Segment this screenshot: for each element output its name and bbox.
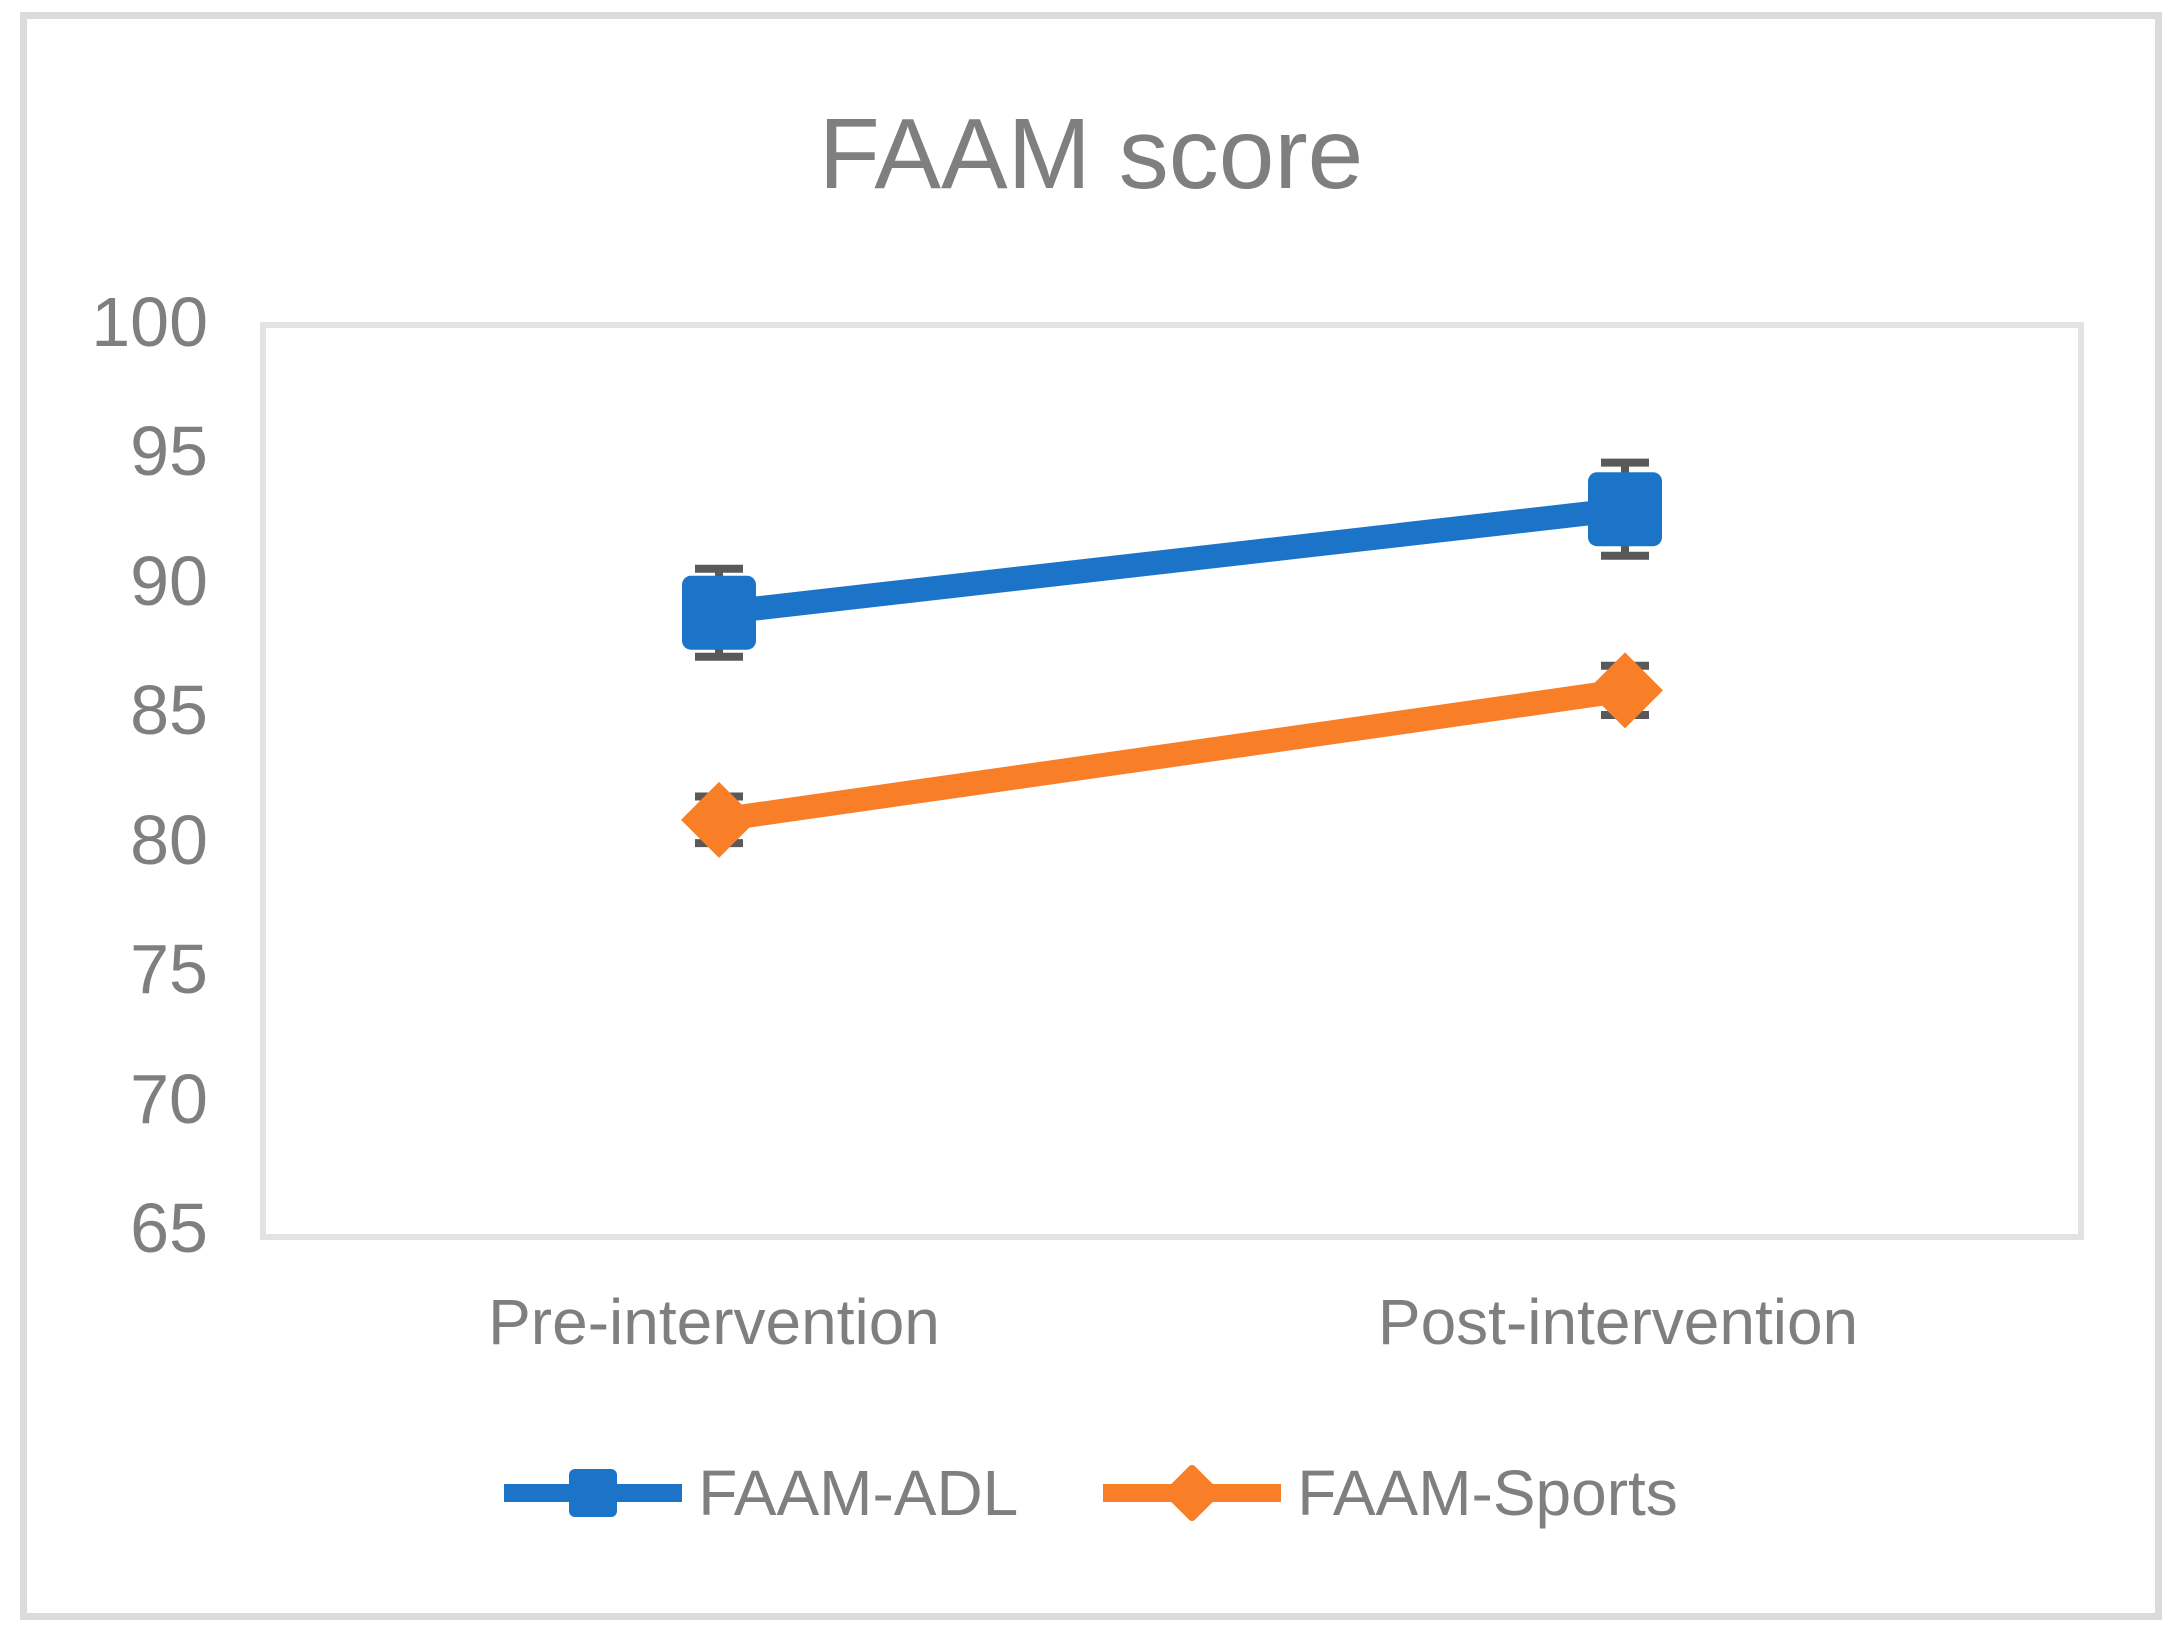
diamond-marker-icon (1162, 1463, 1222, 1523)
legend-swatch-faam-sports (1103, 1462, 1282, 1524)
legend-item-faam-sports: FAAM-Sports (1103, 1456, 1678, 1530)
chart-title: FAAM score (818, 98, 1364, 210)
y-tick-label: 95 (130, 412, 208, 491)
square-marker-faam-adl (682, 575, 756, 650)
legend: FAAM-ADL FAAM-Sports (0, 1448, 2182, 1538)
plot-area (260, 322, 2084, 1240)
square-marker-icon (569, 1469, 618, 1517)
series-line-faam-adl (717, 497, 1627, 625)
x-category-label-pre: Pre-intervention (488, 1286, 940, 1358)
y-tick-label: 80 (130, 800, 208, 879)
x-category-label-post: Post-intervention (1377, 1286, 1859, 1358)
y-tick-label: 70 (130, 1059, 208, 1138)
y-tick-label: 65 (130, 1189, 208, 1267)
y-tick-label: 90 (130, 541, 208, 620)
series-line-faam-sports (717, 678, 1627, 832)
diamond-marker-faam-sports (681, 781, 757, 858)
legend-label: FAAM-ADL (698, 1457, 1019, 1529)
y-tick-label: 75 (130, 930, 208, 1009)
legend-label: FAAM-Sports (1297, 1457, 1678, 1529)
square-marker-faam-adl (1588, 472, 1662, 547)
legend-swatch-faam-adl (504, 1462, 683, 1524)
y-tick-label: 100 (91, 283, 208, 361)
plot-svg (681, 458, 1663, 858)
diamond-marker-faam-sports (1587, 652, 1663, 729)
chart-outer-border (20, 12, 2162, 1620)
legend-item-faam-adl: FAAM-ADL (504, 1456, 1018, 1530)
y-tick-label: 85 (130, 671, 208, 750)
